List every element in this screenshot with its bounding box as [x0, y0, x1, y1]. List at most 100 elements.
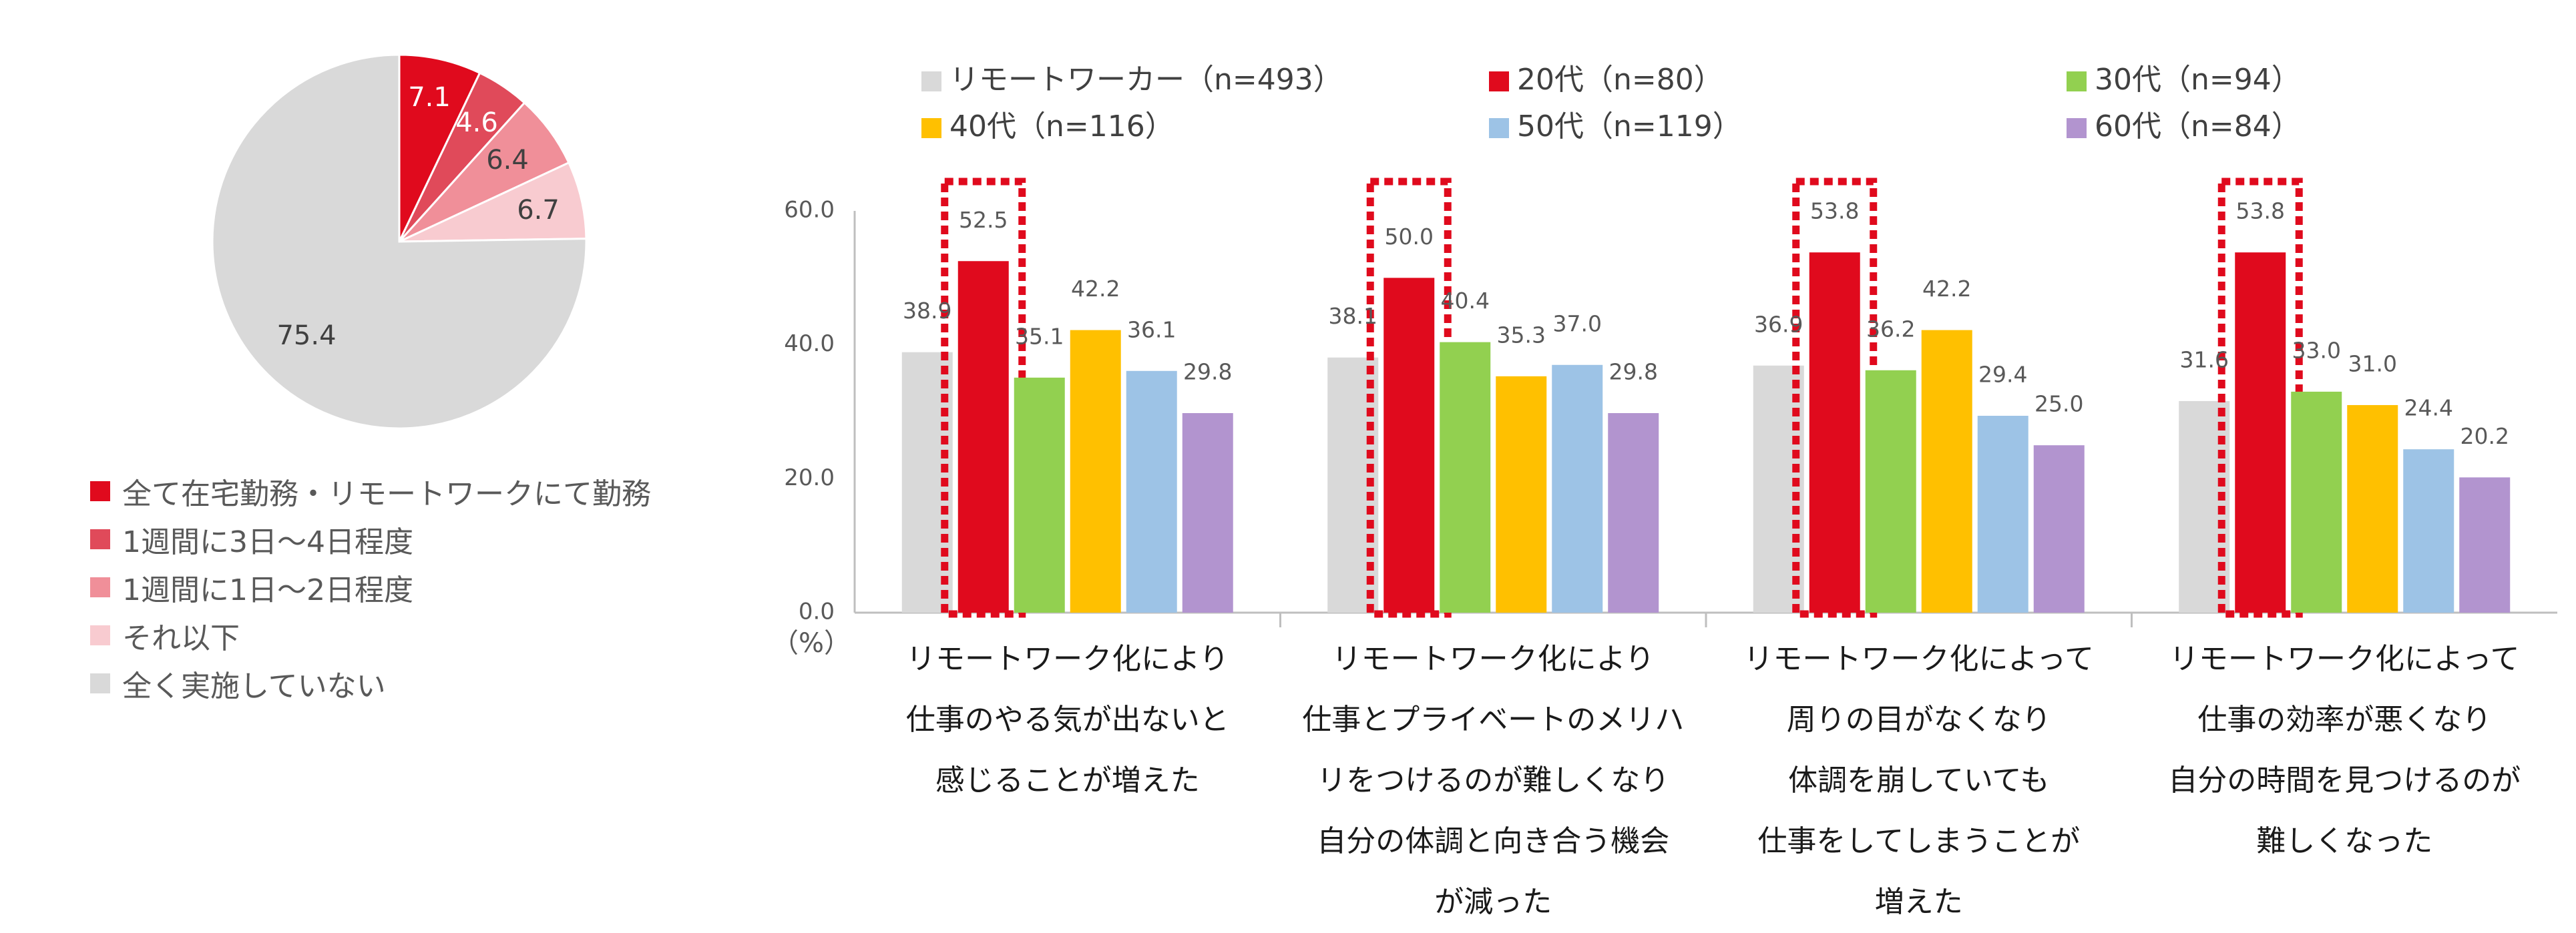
bar-data-label: 35.1	[1015, 323, 1064, 349]
bar-legend-label: 20代（n=80）	[1517, 63, 1723, 97]
pie-legend-label: それ以下	[122, 614, 240, 657]
pie-legend-label: 1週間に1日〜2日程度	[122, 566, 413, 609]
bar	[2347, 405, 2398, 613]
bar	[1014, 378, 1065, 613]
pie-slice-label: 6.7	[517, 195, 560, 226]
bar-legend-swatch	[2067, 118, 2087, 138]
pie-legend-label: 1週間に3日〜4日程度	[122, 518, 413, 561]
category-label-line: 自分の体調と向き合う機会	[1317, 824, 1669, 858]
bar-legend-swatch	[921, 71, 941, 91]
bar-data-label: 53.8	[2236, 198, 2285, 224]
pie-legend-label: 全く実施していない	[122, 662, 386, 705]
y-tick-label: 0.0	[799, 599, 835, 625]
pie-slice-label: 6.4	[486, 145, 529, 176]
bar	[2291, 392, 2342, 613]
bar-legend-label: 40代（n=116）	[949, 109, 1174, 143]
bar-legend-label: 30代（n=94）	[2095, 63, 2301, 97]
pie-legend-item: それ以下	[90, 611, 651, 659]
bar-data-label: 31.0	[2348, 350, 2397, 376]
legend-swatch	[90, 577, 110, 597]
bar-data-label: 42.2	[1071, 276, 1120, 302]
pie-legend-item: 1週間に3日〜4日程度	[90, 515, 651, 563]
bar-legend-swatch	[2067, 71, 2087, 91]
bar-data-label: 33.0	[2292, 337, 2341, 363]
bar-data-label: 38.9	[903, 298, 951, 324]
category-label-line: 感じることが増えた	[935, 763, 1200, 798]
bar	[1496, 376, 1546, 613]
bar-data-label: 38.1	[1329, 303, 1377, 329]
bar	[958, 261, 1009, 613]
bar	[2403, 449, 2454, 613]
y-tick-label: 60.0	[784, 197, 835, 224]
bar	[2235, 252, 2286, 613]
pie-legend-item: 全く実施していない	[90, 659, 651, 707]
legend-swatch	[90, 481, 110, 501]
pie-legend-item: 1週間に1日〜2日程度	[90, 563, 651, 611]
bar-legend-swatch	[921, 118, 941, 138]
bar-data-label: 37.0	[1553, 310, 1602, 336]
bar-data-label: 36.9	[1754, 311, 1803, 337]
y-tick-label: 20.0	[784, 464, 835, 491]
bar-data-label: 42.2	[1922, 276, 1971, 302]
bar-data-label: 53.8	[1810, 198, 1859, 224]
bar-data-label: 24.4	[2404, 395, 2453, 421]
bar	[1922, 330, 1972, 613]
bar-legend-swatch	[1489, 71, 1509, 91]
bar-data-label: 40.4	[1441, 288, 1490, 314]
category-label-line: リモートワーク化により	[906, 642, 1229, 676]
bar-legend-swatch	[1489, 118, 1509, 138]
legend-swatch	[90, 625, 110, 645]
category-label-line: 体調を崩していても	[1788, 763, 2049, 798]
bar-legend-label: 60代（n=84）	[2095, 109, 2301, 143]
category-label-line: 仕事とプライベートのメリハ	[1302, 703, 1684, 737]
category-labels: リモートワーク化により仕事のやる気が出ないと感じることが増えたリモートワーク化に…	[906, 642, 2521, 919]
bar-data-label: 20.2	[2460, 423, 2509, 449]
category-label-line: リモートワーク化によって	[1744, 642, 2094, 676]
bar	[1552, 365, 1602, 613]
bar	[1866, 370, 1916, 613]
bar-legend: リモートワーカー（n=493） 20代（n=80） 30代（n=94） 40代（n=1…	[921, 63, 2301, 143]
bar-data-label: 31.6	[2180, 346, 2229, 372]
y-tick-label: 40.0	[784, 330, 835, 357]
category-label-line: 増えた	[1875, 885, 1963, 919]
legend-swatch	[90, 673, 110, 693]
bar	[1126, 371, 1177, 613]
category-label-line: 仕事のやる気が出ないと	[906, 703, 1229, 737]
bar-legend-label: リモートワーカー（n=493）	[949, 63, 1343, 97]
pie-legend-item: 全て在宅勤務・リモートワークにて勤務	[90, 467, 651, 515]
bar-legend-label: 50代（n=119）	[1517, 109, 1742, 143]
pie-legend-label: 全て在宅勤務・リモートワークにて勤務	[122, 470, 651, 513]
legend-swatch	[90, 529, 110, 549]
category-label-line: 周りの目がなくなり	[1787, 703, 2051, 737]
bar-data-label: 29.8	[1609, 359, 1658, 385]
pie-slice-label: 7.1	[408, 82, 451, 113]
category-label-line: 難しくなった	[2256, 824, 2432, 858]
pie-slice-label: 75.4	[276, 320, 336, 351]
category-label-line: 仕事をしてしまうことが	[1757, 824, 2080, 858]
bar	[1070, 330, 1121, 613]
bar	[1440, 342, 1490, 613]
bar-data-label: 29.8	[1183, 359, 1232, 385]
pie-chart: 7.14.6 6.4 6.7 75.4	[212, 55, 586, 428]
bar	[1608, 413, 1659, 613]
bar-data-label: 25.0	[2034, 391, 2083, 417]
bar-data-label: 50.0	[1385, 224, 1434, 250]
bar	[2459, 477, 2510, 613]
category-label-line: 自分の時間を見つけるのが	[2168, 763, 2521, 798]
category-label-line: リモートワーク化によって	[2169, 642, 2519, 676]
bar	[1978, 416, 2028, 613]
category-label-line: リモートワーク化により	[1332, 642, 1655, 676]
bar-data-label: 36.2	[1866, 316, 1915, 342]
pie-slice-label: 4.6	[455, 107, 498, 138]
category-label-line: が減った	[1434, 885, 1552, 919]
bar	[1809, 252, 1860, 613]
category-label-line: 仕事の効率が悪くなり	[2197, 703, 2491, 737]
bar-chart	[902, 182, 2511, 614]
bar	[1753, 366, 1804, 613]
bar-data-label: 36.1	[1127, 316, 1176, 342]
y-unit-label: （%）	[772, 628, 851, 659]
bar-data-label: 52.5	[959, 207, 1008, 233]
pie-legend: 全て在宅勤務・リモートワークにて勤務 1週間に3日〜4日程度 1週間に1日〜2日程度…	[90, 467, 651, 707]
category-label-line: リをつけるのが難しくなり	[1317, 763, 1669, 798]
